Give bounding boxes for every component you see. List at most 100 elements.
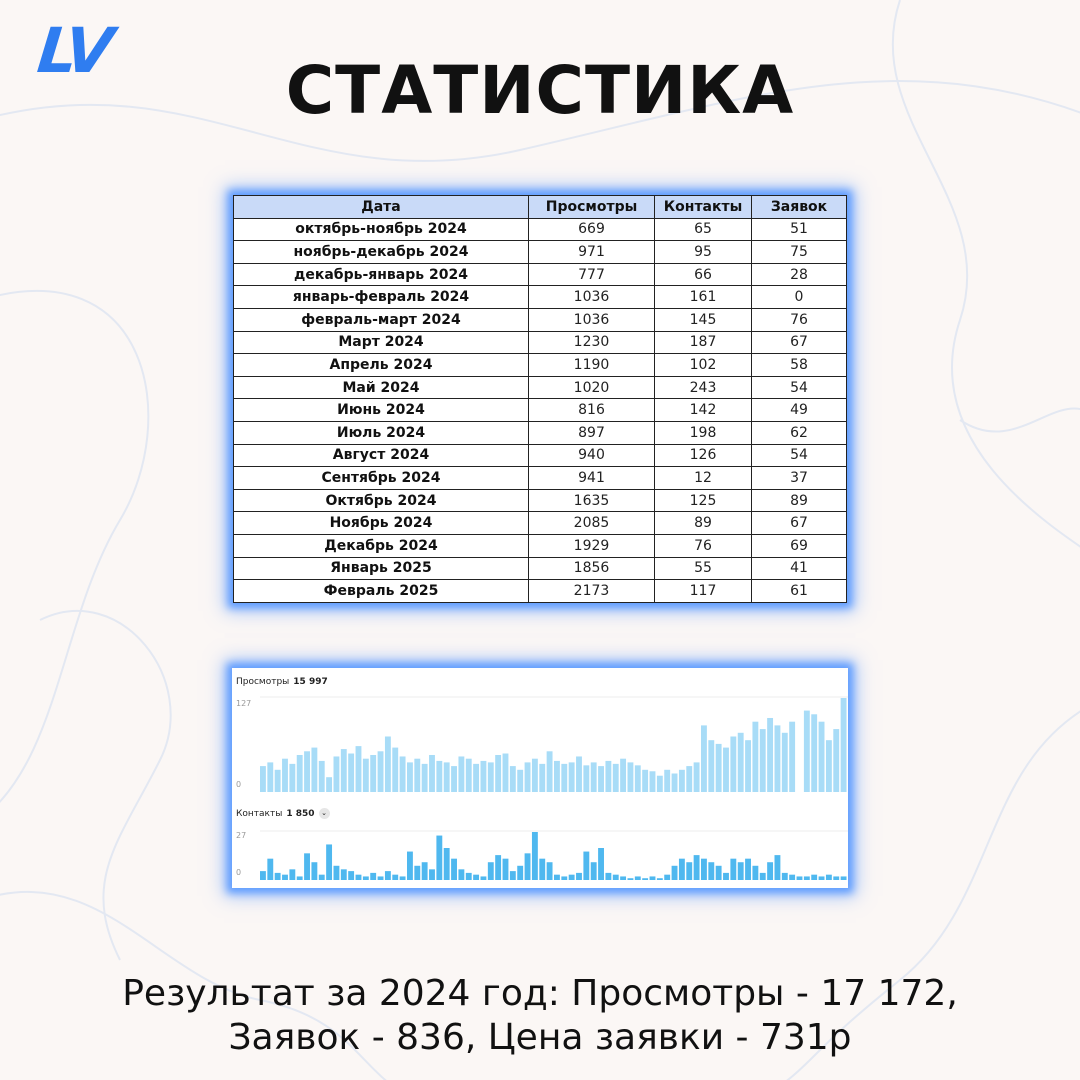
- date-cell: Ноябрь 2024: [233, 511, 529, 535]
- chevron-down-icon[interactable]: ⌄: [318, 808, 330, 819]
- value-cell: 1036: [528, 307, 655, 332]
- bar: [627, 878, 634, 880]
- bar: [583, 851, 590, 880]
- value-cell: 67: [751, 511, 847, 535]
- bar: [392, 747, 399, 792]
- value-cell: 1020: [528, 375, 655, 400]
- bar: [840, 698, 847, 792]
- page-title: СТАТИСТИКА: [285, 52, 795, 129]
- date-cell: Март 2024: [233, 330, 529, 355]
- bar: [576, 756, 582, 792]
- value-cell: 69: [751, 533, 847, 558]
- bar: [531, 758, 538, 792]
- bar: [818, 721, 825, 792]
- value-cell: 67: [751, 330, 847, 355]
- value-cell: 142: [654, 398, 752, 422]
- bar: [671, 773, 678, 792]
- value-cell: 49: [751, 398, 847, 422]
- bar: [767, 862, 774, 880]
- column-header: Заявок: [751, 195, 847, 219]
- value-cell: 816: [528, 398, 655, 422]
- bar: [612, 763, 619, 792]
- bar: [634, 765, 641, 792]
- value-cell: 65: [654, 217, 752, 242]
- column-header: Дата: [233, 195, 529, 219]
- date-cell: январь-февраль 2024: [233, 285, 529, 309]
- value-cell: 1929: [528, 533, 655, 558]
- date-cell: Февраль 2025: [233, 579, 529, 603]
- value-cell: 54: [751, 375, 847, 400]
- bar: [436, 835, 443, 880]
- bar: [583, 765, 590, 792]
- bar: [384, 871, 391, 880]
- date-cell: Август 2024: [233, 443, 529, 468]
- bar: [605, 872, 612, 880]
- value-cell: 41: [751, 556, 847, 581]
- bar: [436, 760, 443, 792]
- bar: [833, 729, 840, 792]
- bar: [642, 878, 649, 880]
- bar: [282, 758, 288, 792]
- date-cell: Январь 2025: [233, 556, 529, 581]
- value-cell: 1856: [528, 556, 655, 581]
- value-cell: 777: [528, 262, 655, 287]
- bar: [737, 862, 744, 880]
- bar: [811, 714, 818, 792]
- value-cell: 669: [528, 217, 655, 242]
- column-header: Просмотры: [528, 195, 655, 219]
- bar: [678, 858, 685, 880]
- bar: [840, 876, 847, 880]
- bar: [524, 853, 531, 880]
- date-cell: Май 2024: [233, 375, 529, 400]
- value-cell: 125: [654, 488, 752, 513]
- bar: [554, 760, 560, 792]
- bar: [598, 766, 604, 792]
- table-header-row: Дата Просмотры Контакты Заявок: [233, 195, 847, 219]
- bar: [458, 869, 465, 880]
- bar: [274, 872, 281, 880]
- bar: [495, 754, 502, 792]
- bar: [627, 762, 634, 792]
- bar: [708, 862, 715, 880]
- table-row: декабрь-январь 2024 777 66 28: [233, 262, 847, 287]
- bar: [774, 855, 781, 880]
- value-cell: 243: [654, 375, 752, 400]
- bar: [752, 721, 759, 792]
- stats-table: Дата Просмотры Контакты Заявок октябрь-нояб…: [233, 195, 847, 603]
- bar: [745, 858, 751, 880]
- views-chart-label: Просмотры 15 997: [236, 677, 328, 687]
- bar: [465, 758, 472, 792]
- value-cell: 61: [751, 579, 847, 603]
- bar: [561, 876, 568, 880]
- bar: [693, 855, 700, 880]
- summary-line-2: Заявок - 836, Цена заявки - 731р: [228, 1017, 852, 1058]
- bar: [429, 754, 435, 792]
- bar: [590, 862, 597, 880]
- value-cell: 75: [751, 240, 847, 264]
- bar: [296, 754, 303, 792]
- views-bar-chart: [260, 696, 848, 792]
- date-cell: декабрь-январь 2024: [233, 262, 529, 287]
- bar: [568, 762, 575, 792]
- bar: [789, 721, 796, 792]
- value-cell: 940: [528, 443, 655, 468]
- bar: [451, 766, 457, 792]
- bar: [737, 732, 744, 792]
- value-cell: 28: [751, 262, 847, 287]
- bar: [509, 766, 516, 792]
- bar: [340, 749, 347, 792]
- table-row: октябрь-ноябрь 2024 669 65 51: [233, 217, 847, 242]
- bar: [407, 851, 413, 880]
- bar: [745, 740, 751, 792]
- bar: [774, 725, 781, 792]
- bar: [458, 756, 465, 792]
- bar: [407, 762, 413, 792]
- table-row: Ноябрь 2024 2085 89 67: [233, 511, 847, 535]
- bar: [348, 753, 355, 792]
- date-cell: Июнь 2024: [233, 398, 529, 422]
- bar: [620, 876, 627, 880]
- bar: [377, 751, 384, 792]
- bar: [267, 858, 274, 880]
- value-cell: 58: [751, 353, 847, 377]
- bar: [370, 754, 377, 792]
